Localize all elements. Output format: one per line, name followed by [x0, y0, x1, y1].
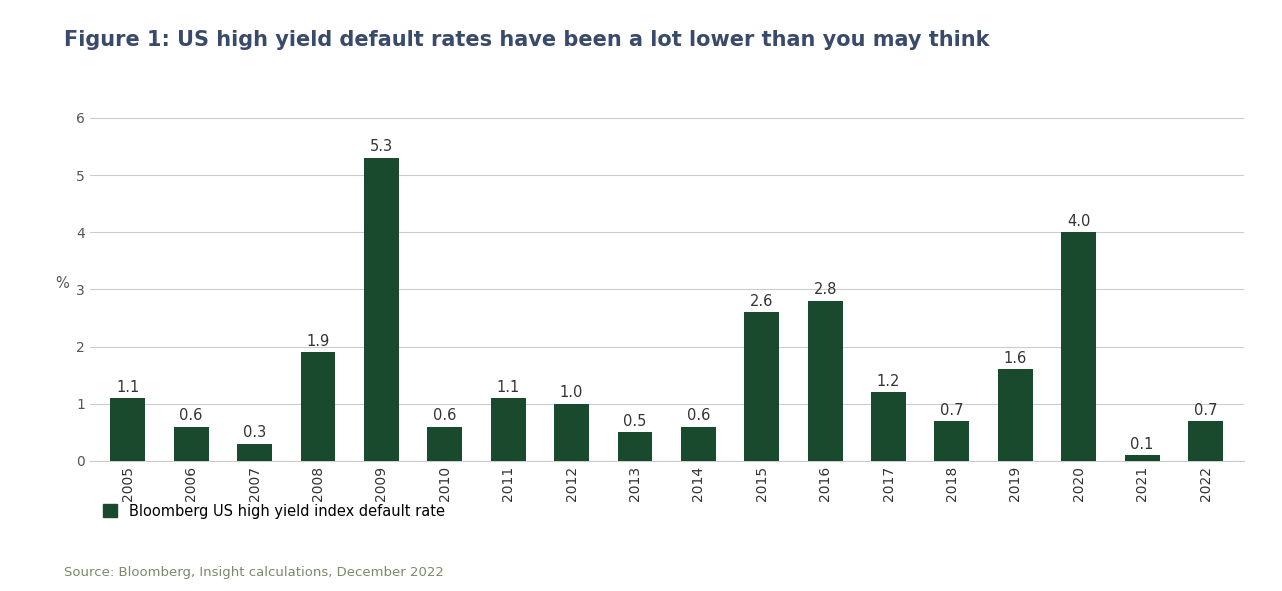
- Bar: [174, 427, 209, 461]
- Bar: [110, 398, 145, 461]
- Text: 1.0: 1.0: [560, 385, 583, 400]
- Bar: [237, 444, 272, 461]
- Text: 0.1: 0.1: [1131, 437, 1154, 452]
- Bar: [1124, 455, 1159, 461]
- Bar: [300, 352, 336, 461]
- Text: 5.3: 5.3: [369, 139, 392, 154]
- Text: 1.1: 1.1: [496, 379, 519, 395]
- Bar: [745, 312, 779, 461]
- Text: Source: Bloomberg, Insight calculations, December 2022: Source: Bloomberg, Insight calculations,…: [64, 566, 444, 579]
- Bar: [935, 421, 969, 461]
- Y-axis label: %: %: [55, 276, 69, 291]
- Bar: [554, 404, 588, 461]
- Text: Figure 1: US high yield default rates have been a lot lower than you may think: Figure 1: US high yield default rates ha…: [64, 30, 990, 50]
- Text: 0.6: 0.6: [179, 408, 203, 423]
- Text: 1.6: 1.6: [1004, 351, 1027, 366]
- Text: 2.6: 2.6: [750, 294, 773, 309]
- Bar: [1188, 421, 1223, 461]
- Text: 0.5: 0.5: [623, 414, 646, 429]
- Bar: [364, 158, 399, 461]
- Legend: Bloomberg US high yield index default rate: Bloomberg US high yield index default ra…: [97, 498, 451, 525]
- Text: 0.3: 0.3: [244, 426, 267, 440]
- Text: 1.9: 1.9: [306, 334, 329, 349]
- Bar: [427, 427, 463, 461]
- Text: 2.8: 2.8: [814, 282, 837, 297]
- Bar: [1061, 232, 1096, 461]
- Text: 4.0: 4.0: [1067, 214, 1091, 229]
- Text: 0.6: 0.6: [687, 408, 710, 423]
- Text: 0.7: 0.7: [940, 402, 964, 417]
- Bar: [618, 433, 653, 461]
- Text: 0.7: 0.7: [1194, 402, 1217, 417]
- Bar: [870, 392, 906, 461]
- Text: 1.2: 1.2: [877, 374, 900, 389]
- Bar: [681, 427, 715, 461]
- Text: 0.6: 0.6: [433, 408, 456, 423]
- Bar: [997, 369, 1033, 461]
- Bar: [491, 398, 526, 461]
- Bar: [808, 301, 842, 461]
- Text: 1.1: 1.1: [117, 379, 140, 395]
